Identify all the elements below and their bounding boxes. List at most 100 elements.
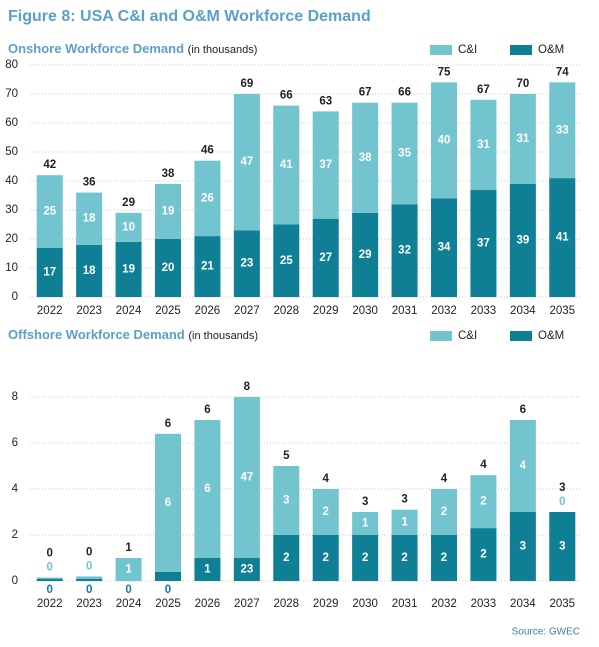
value-label: 6	[204, 483, 210, 495]
x-tick-label: 2025	[155, 305, 181, 317]
total-label: 38	[162, 168, 175, 180]
bar-segment	[115, 241, 142, 297]
y-tick-label: 50	[5, 146, 18, 158]
y-tick-label: 8	[12, 391, 18, 403]
value-label: 4	[520, 460, 527, 472]
bar-segment	[312, 489, 339, 535]
legend-swatch	[430, 45, 452, 55]
x-tick-label: 2023	[76, 305, 102, 317]
value-label: 0	[47, 562, 53, 574]
bar-segment	[154, 433, 182, 572]
value-label: 20	[162, 262, 175, 274]
total-label: 29	[122, 197, 135, 209]
value-label: 3	[559, 541, 565, 553]
bar-segment	[509, 420, 536, 512]
value-label: 31	[516, 133, 529, 145]
bar-segment	[352, 512, 379, 535]
value-label: 40	[438, 134, 451, 146]
unit-note: (in thousands)	[188, 330, 258, 342]
bar-segment	[470, 189, 497, 297]
chart-title-text: Onshore Workforce Demand	[8, 41, 184, 56]
bar-segment	[430, 535, 458, 581]
value-label: 1	[401, 516, 408, 528]
bar-segment	[36, 175, 63, 248]
bar-segment	[273, 535, 300, 581]
x-tick-label: 2035	[549, 598, 575, 610]
value-label: 6	[165, 497, 171, 509]
total-label: 67	[477, 84, 490, 96]
x-tick-label: 2028	[273, 305, 299, 317]
y-tick-label: 0	[12, 291, 18, 303]
bar-segment	[76, 244, 103, 297]
value-label: 41	[556, 232, 569, 244]
total-label: 66	[398, 87, 411, 99]
bar-segment	[194, 420, 221, 558]
x-tick-label: 2034	[510, 305, 536, 317]
bar-segment	[430, 489, 458, 535]
x-tick-label: 2031	[392, 598, 418, 610]
bar-segment	[154, 183, 182, 239]
bar-segment	[115, 212, 142, 242]
bar-segment	[391, 509, 418, 535]
y-tick-label: 20	[5, 233, 18, 245]
legend-label: C&I	[458, 44, 477, 56]
y-tick-label: 0	[12, 575, 18, 587]
value-label: 0	[86, 560, 92, 572]
value-label: 0	[559, 496, 565, 508]
value-label: 17	[43, 266, 56, 278]
value-label: 25	[43, 205, 56, 217]
total-label: 0	[86, 546, 92, 558]
bar-segment	[154, 239, 182, 297]
x-tick-label: 2035	[549, 305, 575, 317]
x-tick-label: 2024	[116, 305, 142, 317]
value-label: 2	[283, 552, 289, 564]
value-label: 33	[556, 124, 569, 136]
total-label: 66	[280, 90, 293, 102]
figure-title: Figure 8: USA C&I and O&M Workforce Dema…	[8, 8, 371, 25]
value-label: 34	[438, 242, 451, 254]
bar-segment	[509, 512, 536, 581]
total-label: 5	[283, 450, 290, 462]
value-label: 19	[122, 263, 135, 275]
value-label: 31	[477, 139, 490, 151]
value-label: 0	[86, 584, 92, 596]
value-label: 47	[240, 156, 253, 168]
bar-segment	[549, 82, 576, 179]
x-tick-label: 2032	[431, 305, 457, 317]
y-tick-label: 30	[5, 204, 18, 216]
x-tick-label: 2026	[195, 305, 221, 317]
bar-segment	[273, 105, 300, 225]
y-tick-label: 6	[12, 437, 18, 449]
value-label: 21	[201, 261, 214, 273]
total-label: 6	[520, 404, 526, 416]
total-label: 63	[319, 95, 332, 107]
total-label: 0	[47, 548, 53, 560]
bar-segment	[470, 475, 497, 529]
bar-segment	[76, 576, 103, 579]
legend-swatch	[430, 331, 452, 341]
value-label: 23	[240, 258, 253, 270]
value-label: 0	[125, 584, 131, 596]
bar-segment	[36, 247, 63, 297]
value-label: 37	[477, 237, 490, 249]
total-label: 1	[125, 542, 132, 554]
total-label: 3	[401, 494, 407, 506]
bar-segment	[509, 94, 536, 184]
total-label: 6	[204, 404, 210, 416]
x-tick-label: 2030	[352, 305, 378, 317]
bar-segment	[352, 535, 379, 581]
bar-segment	[194, 236, 221, 297]
bar-segment	[194, 558, 221, 581]
bar-segment	[36, 577, 63, 579]
bar-segment	[549, 178, 576, 297]
bar-segment	[233, 230, 260, 297]
bar-segment	[233, 397, 260, 558]
total-label: 74	[556, 66, 569, 78]
x-tick-label: 2032	[431, 598, 457, 610]
x-tick-label: 2034	[510, 598, 536, 610]
total-label: 3	[362, 496, 368, 508]
total-label: 69	[240, 78, 253, 90]
bar-segment	[36, 578, 63, 581]
